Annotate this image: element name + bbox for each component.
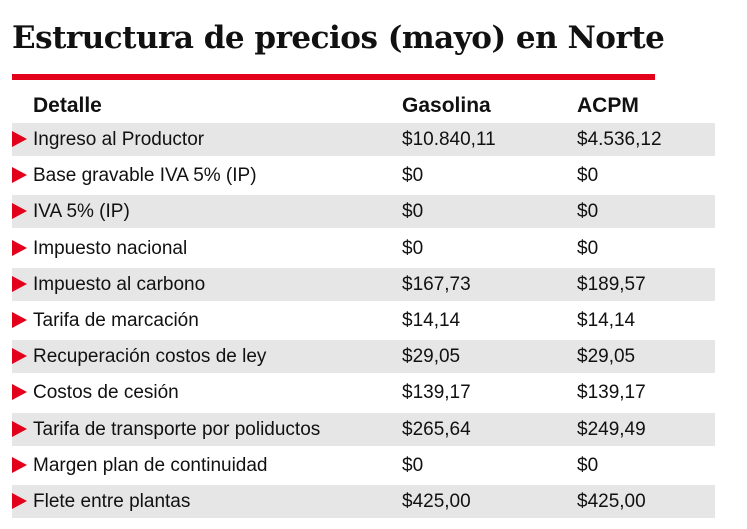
table-cell: $167,73 bbox=[402, 273, 471, 295]
row-marker bbox=[12, 384, 27, 401]
row-marker bbox=[12, 131, 27, 147]
table-cell: $29,05 bbox=[402, 346, 461, 368]
table-row: Ingreso al Productor $10.840,11 $4.536,12 bbox=[12, 123, 715, 156]
table-cell: Ingreso al Productor bbox=[33, 129, 205, 150]
table-cell: $29,05 bbox=[577, 346, 636, 368]
table-cell: $0 bbox=[402, 237, 424, 259]
row-marker bbox=[12, 420, 27, 437]
row-marker bbox=[12, 167, 27, 184]
table-cell: $189,57 bbox=[577, 273, 646, 295]
table-cell: $0 bbox=[402, 201, 424, 223]
table-cell: $14,14 bbox=[577, 310, 636, 331]
table-cell: IVA 5% (IP) bbox=[33, 201, 130, 223]
table-row: Costos de cesión $139,17 $139,17 bbox=[12, 376, 715, 409]
row-marker bbox=[12, 275, 27, 292]
title: Estructura de precios (mayo) en Norte bbox=[12, 20, 665, 56]
table-cell: $10.840,11 bbox=[402, 129, 496, 150]
row-marker bbox=[12, 312, 27, 328]
table-row: Impuesto al carbono $167,73 $189,57 bbox=[12, 267, 715, 301]
table-cell: $0 bbox=[577, 201, 599, 223]
table-cell: Tarifa de marcación bbox=[33, 310, 199, 331]
table-cell: Tarifa de transporte por poliductos bbox=[33, 418, 321, 440]
row-marker bbox=[12, 348, 27, 365]
table-cell: Costos de cesión bbox=[33, 382, 179, 404]
row-marker bbox=[12, 203, 27, 220]
table-cell: $0 bbox=[402, 454, 424, 476]
table-cell: $139,17 bbox=[402, 382, 471, 404]
table-cell: $425,00 bbox=[577, 491, 646, 512]
table-row: Margen plan de continuidad $0 $0 bbox=[12, 449, 715, 482]
table-cell: $0 bbox=[577, 454, 599, 476]
column-header: ACPM bbox=[577, 94, 639, 117]
table-cell: Impuesto nacional bbox=[33, 237, 188, 259]
table-cell: $265,64 bbox=[402, 418, 471, 440]
table-row: IVA 5% (IP) $0 $0 bbox=[12, 195, 715, 229]
title-rule bbox=[12, 74, 655, 80]
table-cell: $0 bbox=[402, 165, 424, 187]
table-cell: $4.536,12 bbox=[577, 129, 662, 150]
table-cell: $139,17 bbox=[577, 382, 646, 404]
table-cell: $0 bbox=[577, 165, 599, 187]
table-cell: Margen plan de continuidad bbox=[33, 454, 268, 476]
table-row: Tarifa de marcación $14,14 $14,14 bbox=[12, 304, 715, 337]
table-cell: $249,49 bbox=[577, 418, 646, 440]
table-row: Impuesto nacional $0 $0 bbox=[12, 232, 715, 265]
table-cell: $425,00 bbox=[402, 491, 471, 512]
row-marker bbox=[12, 239, 27, 256]
table-row: Recuperación costos de ley $29,05 $29,05 bbox=[12, 340, 715, 374]
table-row: Flete entre plantas $425,00 $425,00 bbox=[12, 485, 715, 518]
table-cell: Impuesto al carbono bbox=[33, 273, 206, 295]
table-cell: $0 bbox=[577, 237, 599, 259]
row-marker bbox=[12, 456, 27, 473]
table-cell: $14,14 bbox=[402, 310, 461, 331]
row-marker bbox=[12, 493, 27, 509]
table-row: Tarifa de transporte por poliductos $265,… bbox=[12, 412, 715, 446]
table-cell: Flete entre plantas bbox=[33, 491, 191, 512]
column-header: Detalle bbox=[33, 94, 102, 117]
table-cell: Recuperación costos de ley bbox=[33, 346, 267, 368]
table-cell: Base gravable IVA 5% (IP) bbox=[33, 165, 257, 187]
table-row: Base gravable IVA 5% (IP) $0 $0 bbox=[12, 159, 715, 192]
column-header: Gasolina bbox=[402, 94, 491, 117]
